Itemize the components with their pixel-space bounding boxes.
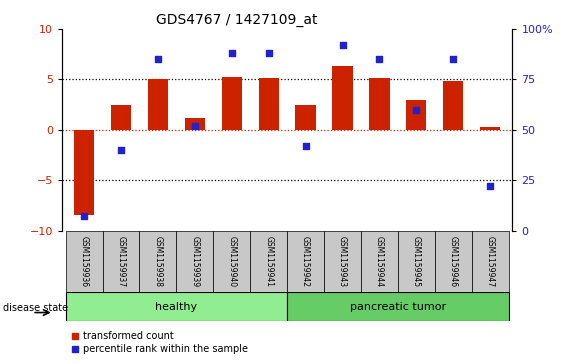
Bar — [406, 99, 427, 130]
Text: GSM1159940: GSM1159940 — [227, 236, 236, 287]
Bar — [140, 231, 176, 292]
Bar — [74, 130, 94, 215]
Bar — [148, 79, 168, 130]
Text: GSM1159939: GSM1159939 — [190, 236, 199, 287]
Point — [117, 147, 126, 153]
Bar — [472, 231, 508, 292]
Text: GSM1159946: GSM1159946 — [449, 236, 458, 287]
Bar — [443, 81, 463, 130]
Bar — [435, 231, 472, 292]
Text: GSM1159944: GSM1159944 — [375, 236, 384, 287]
Bar — [66, 292, 287, 321]
Point — [486, 183, 495, 189]
Point — [412, 107, 421, 113]
Bar — [287, 231, 324, 292]
Text: GDS4767 / 1427109_at: GDS4767 / 1427109_at — [156, 13, 317, 27]
Bar — [480, 127, 501, 130]
Point — [449, 56, 458, 62]
Bar — [287, 292, 508, 321]
Point — [190, 123, 199, 129]
Point — [79, 213, 88, 219]
Text: GSM1159942: GSM1159942 — [301, 236, 310, 287]
Bar — [111, 105, 131, 130]
Bar — [102, 231, 140, 292]
Text: GSM1159947: GSM1159947 — [486, 236, 495, 287]
Bar — [332, 66, 352, 130]
Bar — [324, 231, 361, 292]
Bar — [258, 78, 279, 130]
Bar — [185, 118, 205, 130]
Bar — [213, 231, 250, 292]
Bar — [296, 105, 316, 130]
Text: GSM1159937: GSM1159937 — [117, 236, 126, 287]
Point — [264, 50, 273, 56]
Text: GSM1159943: GSM1159943 — [338, 236, 347, 287]
Text: GSM1159936: GSM1159936 — [79, 236, 88, 287]
Point — [227, 50, 236, 56]
Bar — [398, 231, 435, 292]
Bar — [66, 231, 102, 292]
Point — [153, 56, 162, 62]
Bar — [250, 231, 287, 292]
Point — [338, 42, 347, 48]
Text: healthy: healthy — [155, 302, 198, 312]
Text: disease state: disease state — [3, 303, 68, 313]
Bar — [222, 77, 242, 130]
Bar — [361, 231, 398, 292]
Text: GSM1159938: GSM1159938 — [153, 236, 162, 287]
Point — [301, 143, 310, 149]
Point — [375, 56, 384, 62]
Text: GSM1159945: GSM1159945 — [412, 236, 421, 287]
Legend: transformed count, percentile rank within the sample: transformed count, percentile rank withi… — [67, 327, 252, 358]
Text: GSM1159941: GSM1159941 — [264, 236, 273, 287]
Bar — [369, 78, 390, 130]
Text: pancreatic tumor: pancreatic tumor — [350, 302, 446, 312]
Bar — [176, 231, 213, 292]
